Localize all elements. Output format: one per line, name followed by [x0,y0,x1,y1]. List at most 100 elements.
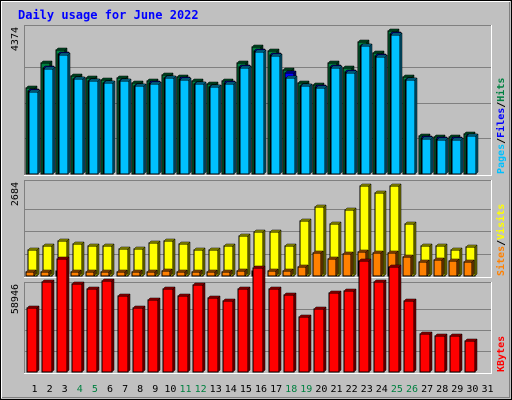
x-tick-label: 28 [436,384,448,395]
bar-pages-day-9 [149,83,160,175]
bar-side-visits [278,229,282,277]
bar-side-pages [475,133,479,175]
bar-side-pages [67,52,71,175]
bar-side-kbytes [444,333,448,373]
bar-pages-day-11 [179,79,190,175]
bar-side-kbytes [187,293,191,373]
x-tick-label: 11 [179,384,191,395]
bar-side-visits [142,246,146,277]
x-tick-label: 12 [195,384,207,395]
bar-side-pages [52,66,56,175]
bar-side-kbytes [157,297,161,373]
bar-side-pages [414,77,418,175]
bar-side-kbytes [36,305,40,373]
bar-kbytes-day-3 [56,258,68,373]
bar-kbytes-day-16 [252,267,264,373]
bar-sites-day-27 [418,261,428,277]
bar-kbytes-day-1 [26,307,38,373]
x-tick-label: 29 [451,384,463,395]
bar-sites-day-22 [342,253,352,277]
bar-pages-day-3 [58,54,69,175]
bar-sites-day-30 [463,261,473,277]
bar-side-kbytes [96,286,100,373]
x-tick-label: 30 [466,384,478,395]
bar-side-kbytes [474,338,478,373]
bar-side-visits [383,190,387,277]
x-tick-label: 3 [62,384,68,395]
bar-side-visits [187,241,191,277]
x-tick-label: 23 [361,384,373,395]
bar-side-sites [169,268,173,277]
bar-kbytes-day-17 [268,288,280,373]
bar-sites-day-11 [176,271,186,277]
chart-title: Daily usage for June 2022 [18,8,199,22]
legend-separator: / [496,240,507,246]
bar-side-visits [81,241,85,277]
bar-pages-day-13 [209,86,220,175]
bar-sites-day-29 [448,260,458,277]
bar-side-kbytes [308,314,312,373]
bar-side-visits [338,221,342,277]
x-tick-label: 2 [47,384,53,395]
x-tick-label: 16 [255,384,267,395]
bar-side-visits [36,247,40,277]
bar-side-sites [350,251,354,277]
bar-side-pages [37,89,41,175]
x-tick-label: 17 [270,384,282,395]
bar-sites-day-28 [433,259,443,277]
bar-kbytes-day-20 [313,308,325,373]
bar-pages-day-24 [375,56,386,175]
x-tick-label: 22 [346,384,358,395]
bar-pages-day-5 [88,80,99,175]
bar-kbytes-day-27 [419,333,431,373]
legend-separator: / [496,138,507,144]
bar-side-sites [229,269,233,277]
bar-pages-day-10 [164,77,175,175]
bar-kbytes-day-2 [41,281,53,373]
bar-side-kbytes [172,286,176,373]
bar-side-pages [339,65,343,175]
bar-side-kbytes [262,265,266,373]
x-tick-label: 26 [406,384,418,395]
bar-side-visits [51,243,55,277]
bar-side-visits [293,243,297,277]
bar-side-pages [158,81,162,175]
bar-side-sites [275,268,279,277]
bar-kbytes-day-8 [132,307,144,373]
x-tick-label: 24 [376,384,388,395]
bar-sites-day-7 [116,271,126,277]
bar-side-visits [232,243,236,277]
bar-sites-day-17 [267,270,277,277]
bar-side-pages [309,83,313,175]
bar-side-visits [474,244,478,277]
bar-pages-day-6 [103,82,114,175]
bar-pages-day-21 [330,67,341,175]
bar-kbytes-day-7 [117,295,129,373]
bar-kbytes-day-23 [358,260,370,373]
bar-pages-day-25 [390,34,401,175]
bar-kbytes-day-5 [86,288,98,373]
bar-side-visits [111,243,115,277]
bar-pages-day-7 [119,80,130,175]
bar-side-sites [78,269,82,277]
bar-pages-day-4 [73,78,84,175]
bar-side-visits [157,240,161,277]
bar-kbytes-day-14 [222,300,234,373]
bar-sites-day-8 [131,271,141,277]
bar-kbytes-day-22 [343,290,355,373]
x-tick-label: 15 [240,384,252,395]
bar-side-pages [460,137,464,175]
legend-separator: / [496,102,507,108]
bar-kbytes-day-24 [373,281,385,373]
legend-pages: Pages [496,144,507,174]
bar-sites-day-10 [161,270,171,277]
bar-kbytes-day-6 [101,280,113,373]
bar-side-sites [108,269,112,277]
x-tick-label: 18 [285,384,297,395]
bar-sites-day-4 [70,271,80,277]
bar-side-kbytes [278,286,282,373]
bar-side-kbytes [383,279,387,373]
bar-pages-day-26 [405,79,416,175]
bar-pages-day-30 [466,135,477,175]
bar-side-pages [173,75,177,175]
